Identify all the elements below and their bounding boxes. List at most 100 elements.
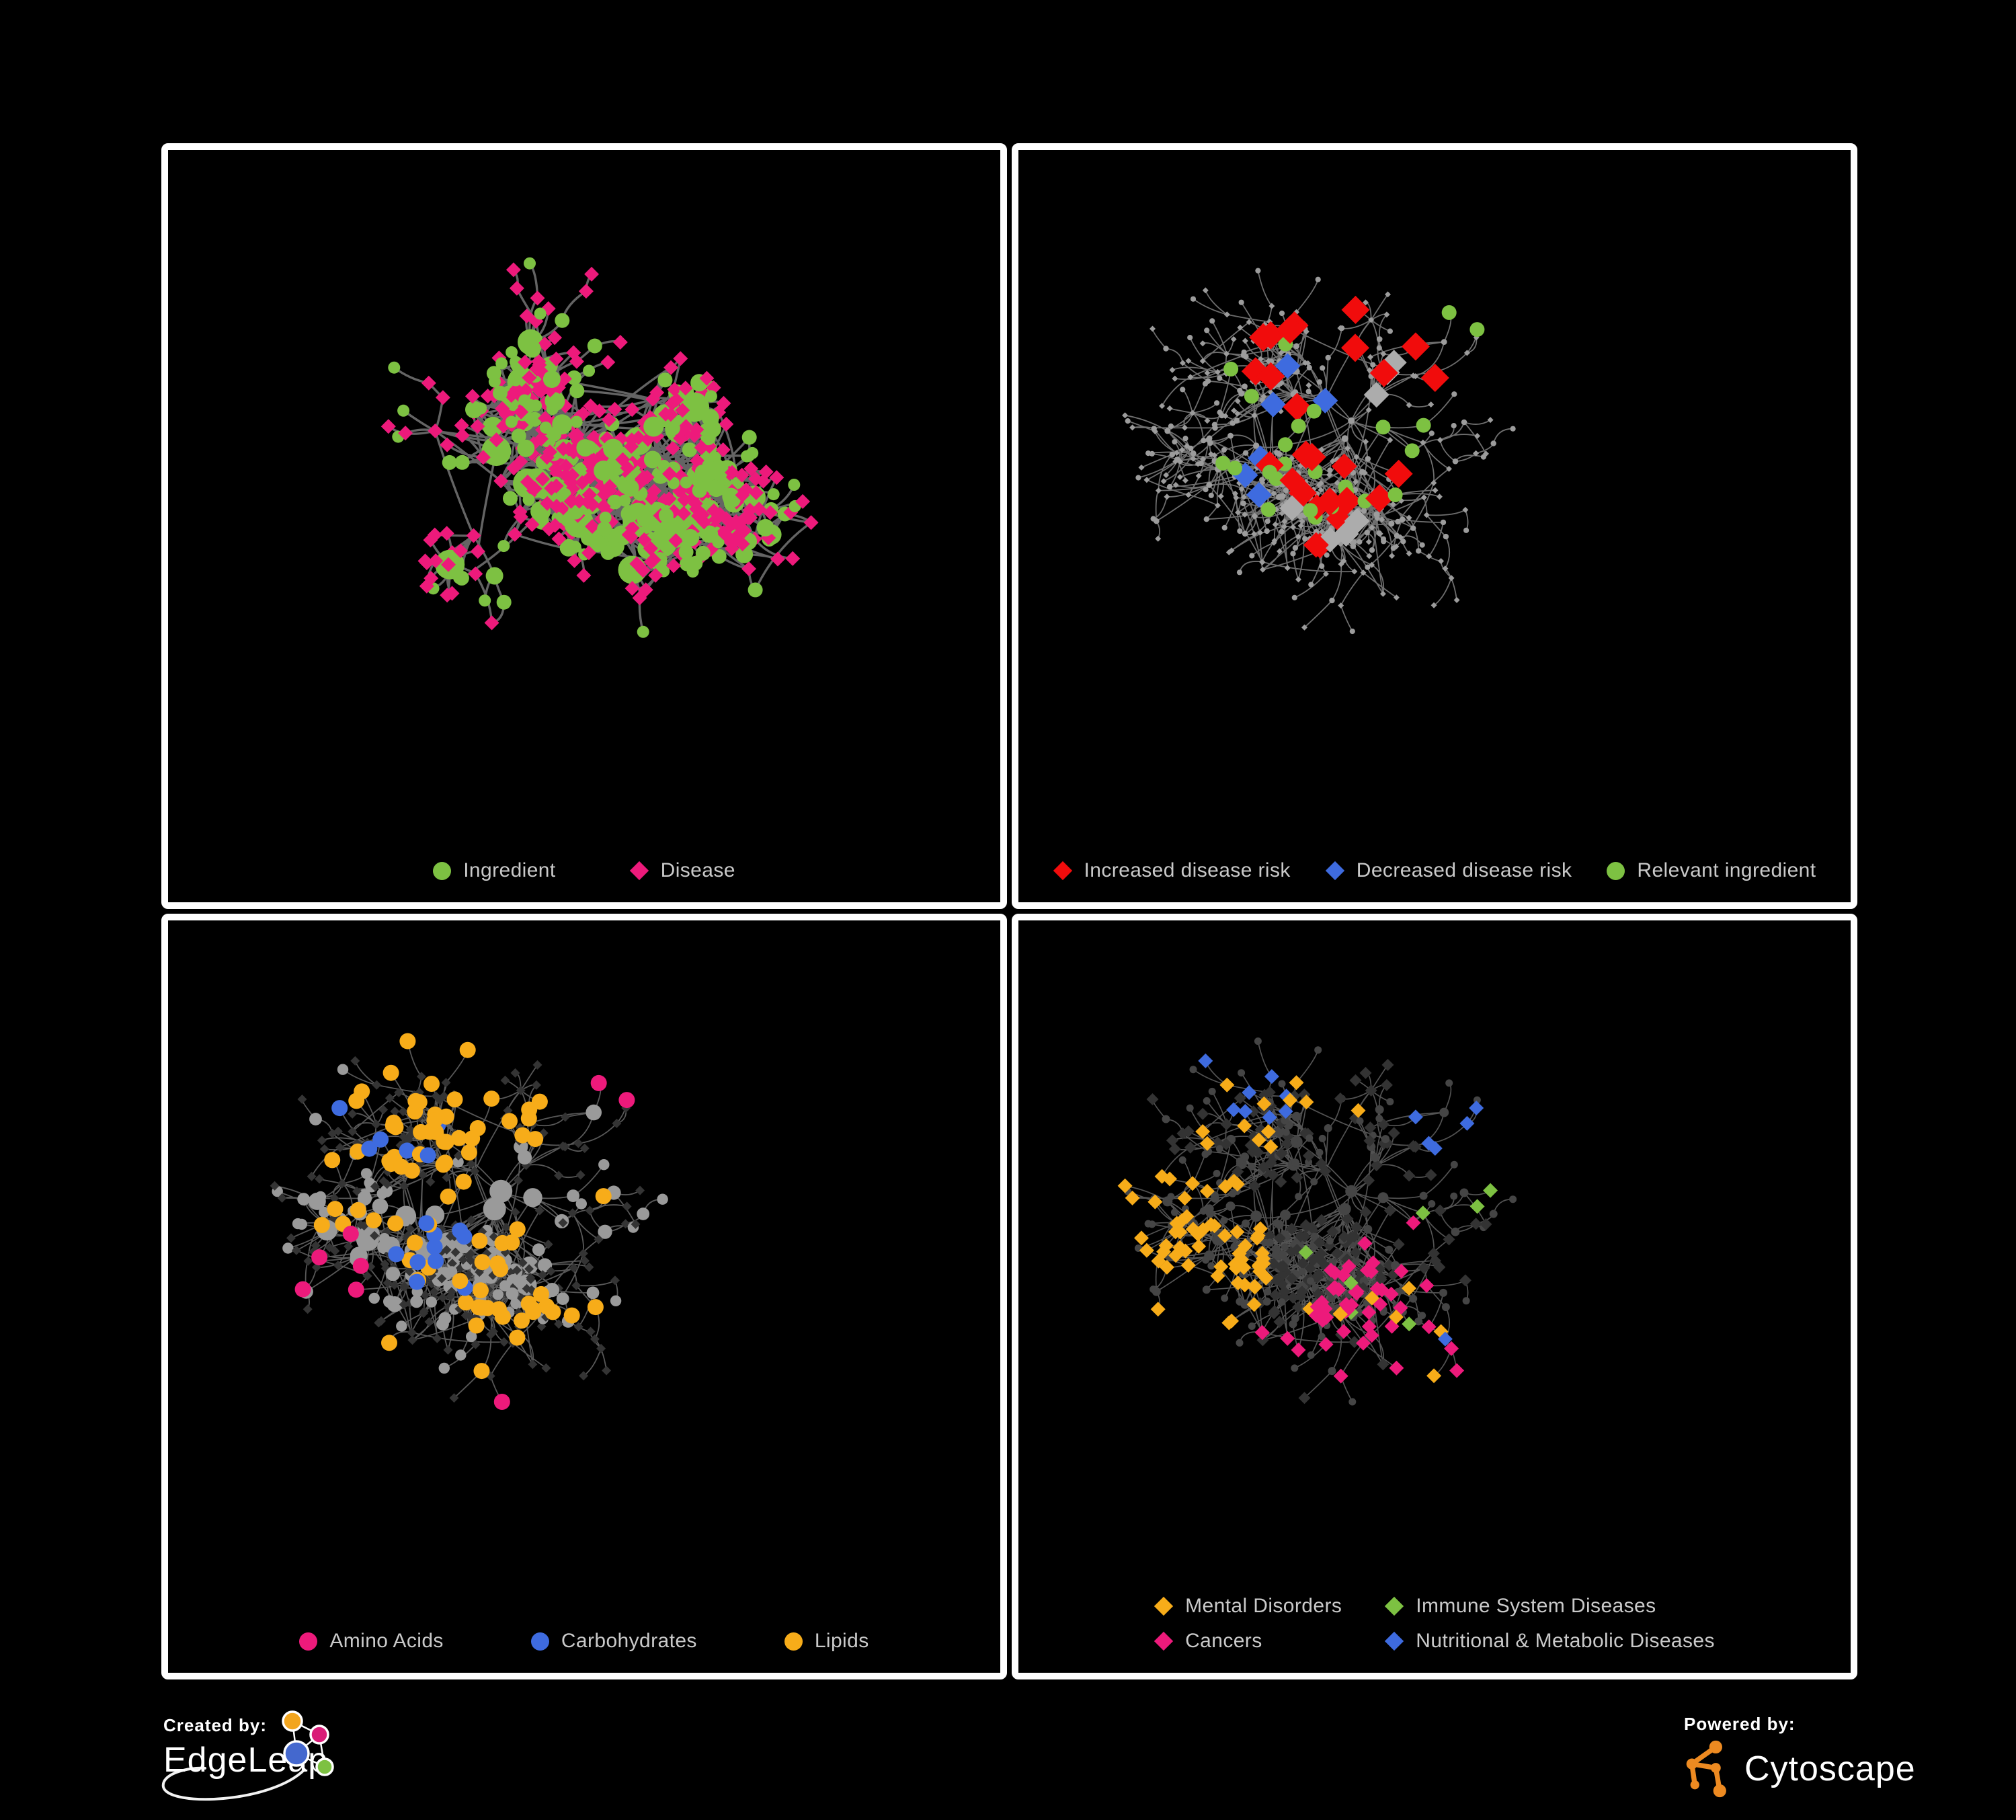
network-node-highlight (1324, 1263, 1338, 1278)
network-node (1233, 494, 1240, 501)
network-node (678, 381, 693, 396)
network-node-highlight (527, 1131, 544, 1148)
network-node (1166, 483, 1173, 490)
network-node (1129, 424, 1136, 431)
legend-circle-marker (784, 1632, 803, 1651)
network-node (1178, 1156, 1186, 1164)
network-node-highlight (1341, 295, 1370, 324)
network-node-highlight (1341, 333, 1369, 362)
network-node (558, 1141, 568, 1151)
network-node (489, 432, 504, 448)
network-node (692, 483, 707, 498)
network-node (1169, 366, 1176, 373)
network-node (1237, 324, 1244, 331)
network-node (537, 336, 553, 352)
network-node (1305, 1221, 1318, 1234)
legend-label: Immune System Diseases (1416, 1595, 1656, 1617)
network-node (376, 1316, 387, 1326)
cytoscape-logo-icon (1686, 1740, 1726, 1798)
network-node (542, 370, 561, 388)
network-node (1204, 418, 1211, 424)
network-node (592, 403, 607, 419)
network-node (1298, 1392, 1311, 1404)
network-node (631, 476, 646, 491)
network-node-highlight (361, 1140, 378, 1157)
network-node (1375, 1271, 1387, 1284)
network-node (506, 1287, 519, 1300)
network-node-highlight (1415, 1205, 1430, 1221)
network-node (1208, 492, 1214, 498)
network-node-highlight (1373, 1296, 1388, 1312)
network-node (1186, 1104, 1194, 1112)
network-node (389, 1280, 399, 1290)
network-node (1248, 1179, 1260, 1192)
network-node (522, 493, 535, 506)
network-node (441, 1078, 451, 1088)
network-node (673, 351, 688, 366)
network-node-highlight (1389, 1360, 1404, 1376)
network-node (1453, 597, 1460, 603)
network-node (1341, 435, 1348, 442)
network-node-highlight (348, 1281, 364, 1298)
network-node (555, 313, 570, 328)
network-node-highlight (1168, 1224, 1183, 1240)
network-node (297, 1095, 307, 1104)
network-node (741, 430, 757, 445)
network-node (506, 346, 518, 358)
network-node (1364, 529, 1370, 536)
network-node (719, 416, 734, 432)
network-node (1436, 493, 1443, 500)
network-node (335, 1142, 345, 1152)
network-node (1418, 1312, 1426, 1320)
network-node (578, 284, 594, 299)
network-node-highlight (1147, 1194, 1163, 1210)
network-node-highlight (1327, 1280, 1342, 1295)
network-node-highlight (1332, 487, 1361, 516)
network-node (466, 1215, 476, 1225)
legend-item: Mental Disorders (1154, 1595, 1342, 1618)
network-node (1383, 1259, 1396, 1271)
network-node (1169, 451, 1176, 458)
network-node-highlight (372, 1131, 389, 1148)
network-node (587, 338, 602, 354)
network-node (1376, 530, 1382, 537)
network-node (1338, 1230, 1350, 1243)
network-node (607, 494, 622, 510)
network-node (752, 502, 767, 517)
network-node (421, 375, 436, 391)
network-node (423, 532, 438, 548)
network-node-highlight (1151, 1253, 1166, 1269)
network-node (1203, 1097, 1211, 1105)
network-node-highlight (1341, 1259, 1357, 1274)
network-node (1297, 463, 1304, 469)
network-node (682, 528, 699, 547)
network-node-highlight (514, 1312, 530, 1329)
network-node (1242, 1219, 1250, 1228)
network-node (758, 464, 774, 479)
network-node-highlight (1427, 1141, 1443, 1156)
network-node-highlight (1374, 1282, 1389, 1298)
network-node (1198, 461, 1204, 467)
network-node-highlight (1256, 1096, 1272, 1111)
network-node (569, 1263, 579, 1273)
network-node (1328, 1367, 1336, 1376)
network-node (517, 1150, 532, 1165)
network-node (1248, 1162, 1256, 1171)
network-node (1355, 1308, 1363, 1316)
network-node (1283, 487, 1289, 493)
network-node (1344, 1231, 1357, 1244)
network-node (785, 551, 801, 566)
network-node (520, 474, 535, 489)
network-node (770, 551, 785, 567)
network-node (741, 561, 756, 576)
network-node (567, 428, 582, 443)
network-node-highlight (1469, 1101, 1484, 1115)
network-node (583, 364, 596, 377)
network-node (1242, 383, 1248, 389)
network-node (1429, 1255, 1441, 1267)
network-node (526, 1273, 536, 1283)
network-node (1172, 375, 1178, 382)
network-node (1135, 475, 1141, 481)
network-node-highlight (1195, 1124, 1211, 1139)
network-node (1195, 473, 1202, 479)
